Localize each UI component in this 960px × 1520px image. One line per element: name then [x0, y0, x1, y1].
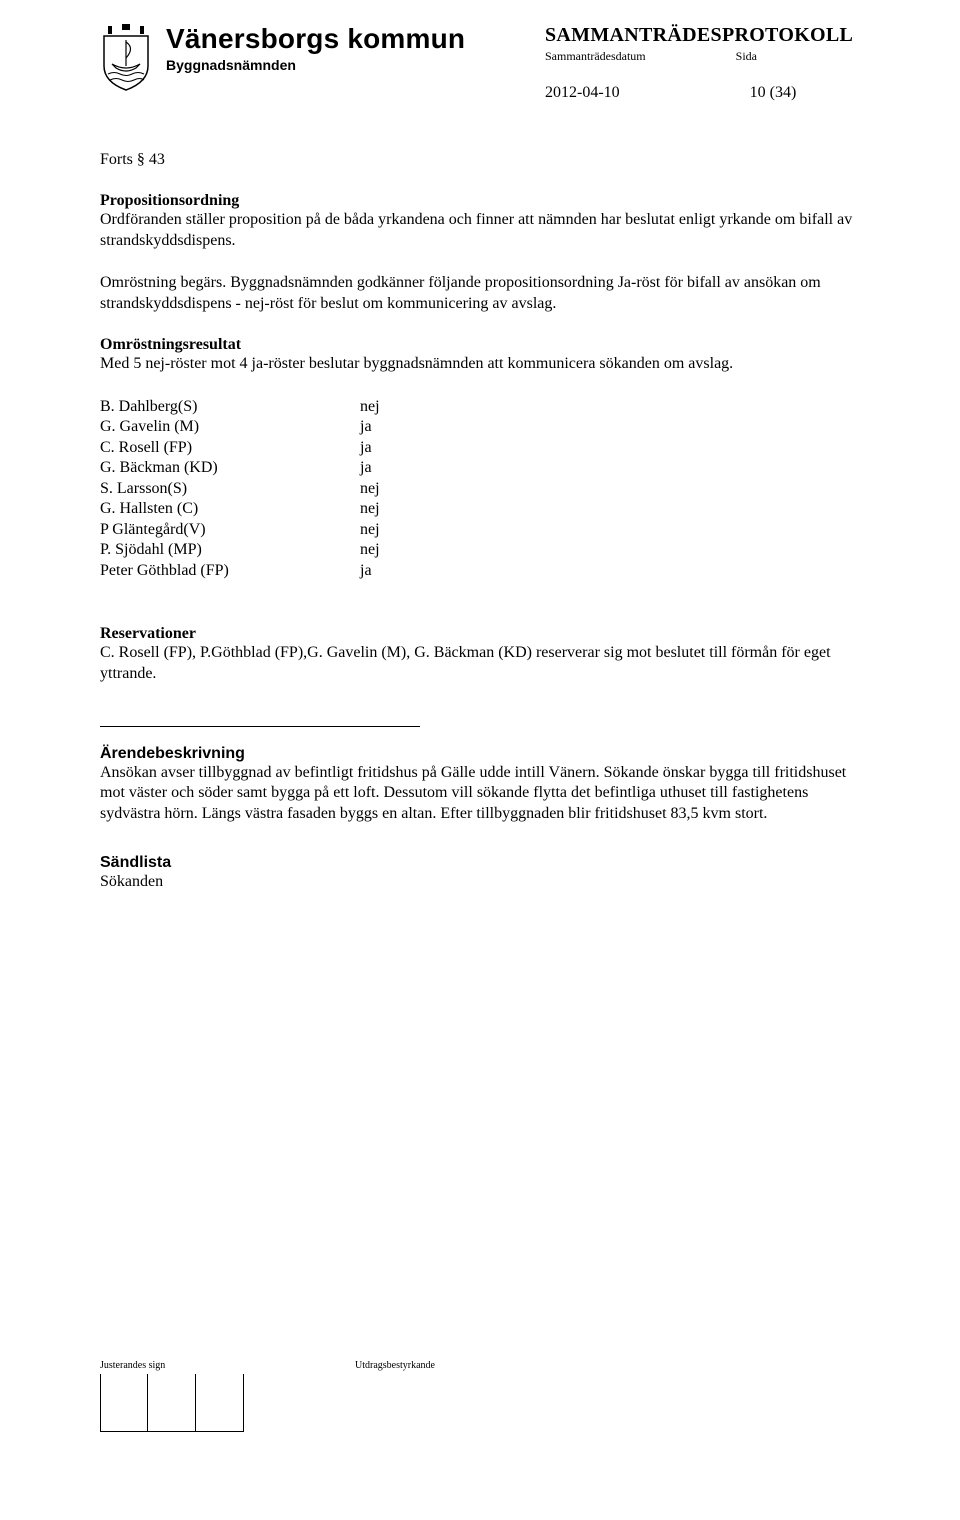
- meta-date-label: Sammanträdesdatum: [545, 49, 646, 64]
- footer-left-label: Justerandes sign: [100, 1360, 355, 1371]
- vote-value: ja: [360, 438, 380, 458]
- vote-value: nej: [360, 479, 380, 499]
- result-heading: Omröstningsresultat: [100, 336, 860, 354]
- proposition-heading: Propositionsordning: [100, 192, 860, 210]
- arende-para: Ansökan avser tillbyggnad av befintligt …: [100, 763, 860, 824]
- vote-name: C. Rosell (FP): [100, 438, 360, 458]
- result-para: Med 5 nej-röster mot 4 ja-röster besluta…: [100, 354, 860, 374]
- vote-name: G. Hallsten (C): [100, 499, 360, 519]
- meta-page-label: Sida: [736, 49, 757, 64]
- vote-row: S. Larsson(S)nej: [100, 479, 380, 499]
- sandlista-heading: Sändlista: [100, 854, 860, 872]
- vote-name: G. Gavelin (M): [100, 417, 360, 437]
- vote-value: ja: [360, 417, 380, 437]
- vote-value: nej: [360, 520, 380, 540]
- header: Vänersborgs kommun Byggnadsnämnden SAMMA…: [100, 24, 860, 102]
- vote-value: ja: [360, 561, 380, 581]
- arende-heading: Ärendebeskrivning: [100, 745, 860, 763]
- vote-row: G. Hallsten (C)nej: [100, 499, 380, 519]
- vote-row: Peter Göthblad (FP)ja: [100, 561, 380, 581]
- footer: Justerandes sign Utdragsbestyrkande: [100, 1360, 860, 1432]
- vote-value: ja: [360, 458, 380, 478]
- vote-row: G. Bäckman (KD)ja: [100, 458, 380, 478]
- committee-name: Byggnadsnämnden: [166, 57, 531, 73]
- vote-table: B. Dahlberg(S)nejG. Gavelin (M)jaC. Rose…: [100, 397, 380, 581]
- vote-row: G. Gavelin (M)ja: [100, 417, 380, 437]
- vote-row: P Gläntegård(V)nej: [100, 520, 380, 540]
- vote-value: nej: [360, 499, 380, 519]
- proposition-para-1: Ordföranden ställer proposition på de bå…: [100, 210, 860, 251]
- meeting-date: 2012-04-10: [545, 84, 620, 102]
- vote-name: B. Dahlberg(S): [100, 397, 360, 417]
- vote-value: nej: [360, 540, 380, 560]
- vote-name: S. Larsson(S): [100, 479, 360, 499]
- continuation-marker: Forts § 43: [100, 150, 860, 170]
- vote-name: P Gläntegård(V): [100, 520, 360, 540]
- vote-row: C. Rosell (FP)ja: [100, 438, 380, 458]
- org-name: Vänersborgs kommun: [166, 24, 531, 53]
- vote-row: P. Sjödahl (MP)nej: [100, 540, 380, 560]
- page: Vänersborgs kommun Byggnadsnämnden SAMMA…: [0, 0, 960, 1520]
- footer-right-label: Utdragsbestyrkande: [355, 1360, 435, 1371]
- reservations-para: C. Rosell (FP), P.Göthblad (FP),G. Gavel…: [100, 643, 860, 684]
- vote-name: G. Bäckman (KD): [100, 458, 360, 478]
- document-type: SAMMANTRÄDESPROTOKOLL: [545, 24, 860, 47]
- signature-boxes: [100, 1374, 355, 1432]
- signature-box: [148, 1374, 196, 1432]
- reservations-heading: Reservationer: [100, 625, 860, 643]
- proposition-para-2: Omröstning begärs. Byggnadsnämnden godkä…: [100, 273, 860, 314]
- separator-line: [100, 726, 420, 727]
- signature-box: [196, 1374, 244, 1432]
- signature-box: [100, 1374, 148, 1432]
- municipal-crest-icon: [100, 22, 152, 97]
- vote-name: P. Sjödahl (MP): [100, 540, 360, 560]
- sandlista-para: Sökanden: [100, 872, 860, 892]
- page-number: 10 (34): [750, 84, 797, 102]
- vote-name: Peter Göthblad (FP): [100, 561, 360, 581]
- vote-value: nej: [360, 397, 380, 417]
- vote-row: B. Dahlberg(S)nej: [100, 397, 380, 417]
- title-column: Vänersborgs kommun Byggnadsnämnden: [166, 24, 531, 73]
- vote-table-body: B. Dahlberg(S)nejG. Gavelin (M)jaC. Rose…: [100, 397, 380, 581]
- content-body: Forts § 43 Propositionsordning Ordförand…: [100, 150, 860, 893]
- header-right: SAMMANTRÄDESPROTOKOLL Sammanträdesdatum …: [545, 24, 860, 102]
